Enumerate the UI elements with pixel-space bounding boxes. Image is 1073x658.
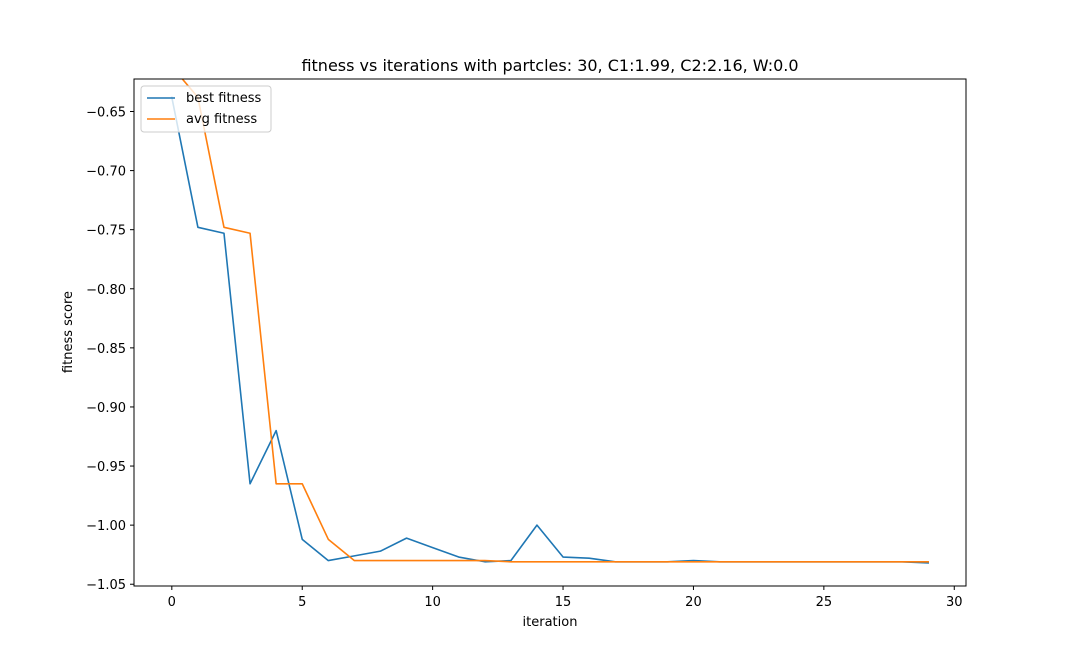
data-point-avg-fitness (928, 561, 929, 562)
x-tick-label: 25 (816, 595, 833, 610)
series-line-best-fitness (170, 96, 930, 564)
data-point-avg-fitness (276, 483, 277, 484)
data-point-best-fitness (406, 538, 407, 539)
data-point-best-fitness (197, 227, 198, 228)
data-point-avg-fitness (250, 233, 251, 234)
x-tick-label: 20 (685, 595, 702, 610)
data-point-best-fitness (693, 560, 694, 561)
plot-frame (133, 78, 967, 587)
x-axis: 0 5 10 15 20 25 30 (168, 586, 963, 610)
data-point-best-fitness (223, 233, 224, 234)
y-tick-label: −0.85 (86, 342, 126, 357)
y-tick-label: −0.95 (86, 460, 126, 475)
legend: best fitness avg fitness (140, 85, 272, 133)
data-point-avg-fitness (328, 539, 329, 540)
data-point-best-fitness (510, 560, 511, 561)
y-tick-label: −0.65 (86, 106, 126, 121)
data-point-avg-fitness (223, 227, 224, 228)
data-point-avg-fitness (693, 561, 694, 562)
x-tick-label: 5 (298, 595, 306, 610)
data-point-avg-fitness (536, 561, 537, 562)
data-point-best-fitness (354, 555, 355, 556)
data-point-avg-fitness (510, 561, 511, 562)
data-point-avg-fitness (719, 561, 720, 562)
data-point-avg-fitness (380, 560, 381, 561)
x-tick-label: 15 (555, 595, 572, 610)
data-point-avg-fitness (406, 560, 407, 561)
data-point-avg-fitness (823, 561, 824, 562)
y-axis: −0.65 −0.70 −0.75 −0.80 −0.85 −0.90 −0.95 −1.00… (86, 106, 134, 593)
data-point-best-fitness (589, 558, 590, 559)
y-tick-label: −0.80 (86, 283, 126, 298)
y-tick-label: −1.00 (86, 519, 126, 534)
data-point-best-fitness (484, 561, 485, 562)
data-point-avg-fitness (302, 483, 303, 484)
x-tick-label: 10 (424, 595, 441, 610)
data-point-avg-fitness (797, 561, 798, 562)
x-tick-label: 0 (168, 595, 176, 610)
x-axis-label: iteration (523, 615, 578, 630)
data-point-avg-fitness (563, 561, 564, 562)
data-point-best-fitness (250, 483, 251, 484)
data-point-avg-fitness (771, 561, 772, 562)
y-tick-label: −1.05 (86, 578, 126, 593)
data-point-best-fitness (536, 525, 537, 526)
data-point-avg-fitness (667, 561, 668, 562)
data-point-avg-fitness (641, 561, 642, 562)
data-point-best-fitness (276, 430, 277, 431)
chart-title: fitness vs iterations with partcles: 30,… (301, 56, 798, 75)
data-point-best-fitness (432, 547, 433, 548)
y-axis-label: fitness score (61, 291, 76, 373)
x-tick-label: 30 (946, 595, 963, 610)
y-tick-label: −0.75 (86, 224, 126, 239)
data-point-avg-fitness (171, 66, 172, 67)
data-point-best-fitness (380, 551, 381, 552)
data-point-avg-fitness (432, 560, 433, 561)
legend-label-avg-fitness: avg fitness (186, 112, 257, 127)
data-point-avg-fitness (849, 561, 850, 562)
data-point-avg-fitness (902, 561, 903, 562)
data-point-best-fitness (328, 560, 329, 561)
y-tick-label: −0.70 (86, 165, 126, 180)
data-point-avg-fitness (458, 560, 459, 561)
y-tick-label: −0.90 (86, 401, 126, 416)
data-point-avg-fitness (876, 561, 877, 562)
data-point-avg-fitness (354, 560, 355, 561)
data-point-best-fitness (563, 557, 564, 558)
legend-label-best-fitness: best fitness (186, 91, 262, 106)
data-point-avg-fitness (745, 561, 746, 562)
data-point-best-fitness (302, 539, 303, 540)
series-line-avg-fitness (181, 79, 929, 563)
data-point-avg-fitness (615, 561, 616, 562)
data-point-avg-fitness (484, 560, 485, 561)
series-layer (170, 66, 930, 564)
data-point-best-fitness (928, 562, 929, 563)
data-point-best-fitness (458, 557, 459, 558)
data-point-avg-fitness (589, 561, 590, 562)
